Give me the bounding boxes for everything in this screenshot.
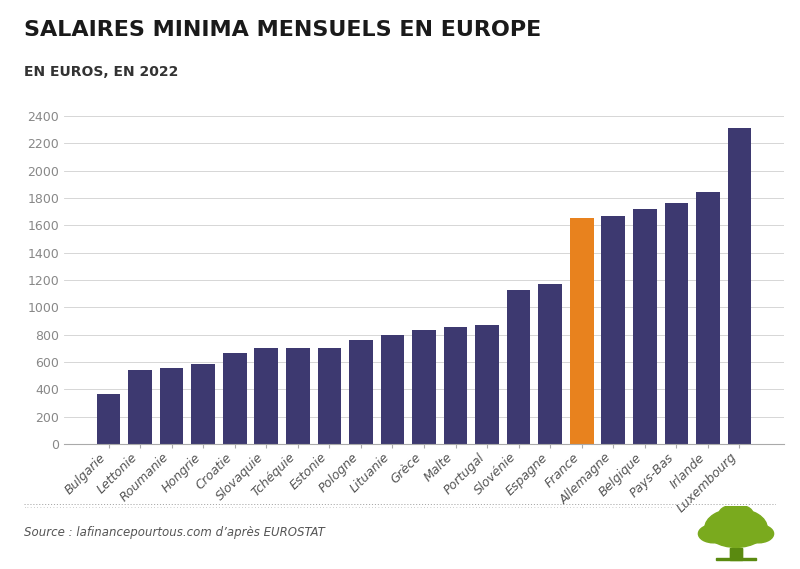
Bar	[728, 128, 751, 444]
Bar	[742, 558, 756, 560]
Bar	[570, 218, 594, 444]
Bar	[633, 209, 657, 444]
Bar	[254, 348, 278, 444]
Bar	[444, 327, 467, 444]
Ellipse shape	[743, 525, 774, 543]
Bar	[97, 394, 120, 444]
Bar	[160, 368, 183, 444]
Bar	[475, 325, 499, 444]
Text: ................................................................................: ........................................…	[24, 504, 674, 509]
Text: Source : lafinancepourtous.com d’après EUROSTAT: Source : lafinancepourtous.com d’après E…	[24, 526, 325, 539]
Bar	[730, 548, 742, 560]
Ellipse shape	[698, 525, 729, 543]
Bar	[730, 548, 742, 560]
Bar	[665, 203, 688, 444]
Bar	[191, 364, 215, 444]
Bar	[716, 558, 730, 560]
Bar	[696, 192, 720, 444]
Bar	[507, 290, 530, 444]
Bar	[412, 331, 436, 444]
Bar	[349, 340, 373, 444]
Bar	[318, 348, 341, 444]
Ellipse shape	[719, 505, 753, 522]
Bar	[128, 370, 152, 444]
Bar	[223, 353, 246, 444]
Bar	[602, 216, 625, 444]
Bar	[381, 335, 404, 444]
Text: SALAIRES MINIMA MENSUELS EN EUROPE: SALAIRES MINIMA MENSUELS EN EUROPE	[24, 20, 542, 40]
Bar	[286, 348, 310, 444]
Ellipse shape	[705, 509, 767, 547]
Bar	[538, 284, 562, 444]
Text: EN EUROS, EN 2022: EN EUROS, EN 2022	[24, 65, 178, 80]
